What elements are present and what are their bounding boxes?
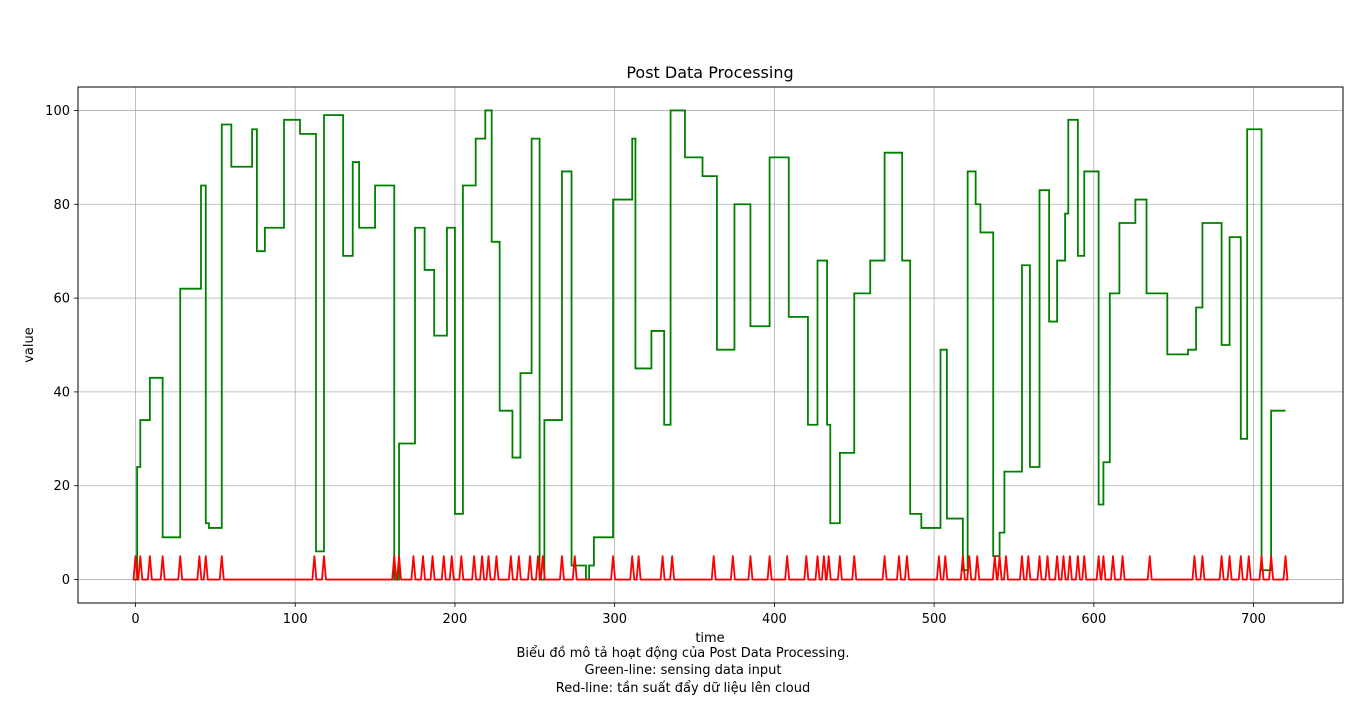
y-tick-label: 100 (45, 104, 70, 119)
ticks: 0 100 200 300 400 500 600 700 0 20 40 60 80 100 (45, 104, 1266, 627)
plot-frame (77, 86, 1344, 604)
series-line-sensing-data-input (135, 109, 1286, 581)
x-axis-label: time (695, 631, 724, 646)
x-tick-label: 0 (131, 612, 139, 627)
x-tick-label: 600 (1081, 612, 1106, 627)
y-tick-label: 40 (53, 385, 70, 400)
x-tick-label: 400 (762, 612, 787, 627)
series-layer (132, 109, 1289, 581)
caption-line-2: Green-line: sensing data input (584, 663, 782, 678)
x-tick-label: 200 (443, 612, 468, 627)
series-line-cloud-push-frequency (132, 555, 1289, 581)
x-tick-label: 500 (922, 612, 947, 627)
y-tick-label: 20 (53, 479, 70, 494)
x-tick-label: 300 (602, 612, 627, 627)
x-tick-label: 100 (283, 612, 308, 627)
caption-line-1: Biểu đồ mô tả hoạt động của Post Data Pr… (516, 646, 850, 661)
x-tick-label: 700 (1241, 612, 1266, 627)
y-tick-label: 60 (53, 292, 70, 307)
y-axis-label: value (22, 327, 37, 363)
grid (78, 87, 1343, 603)
y-tick-label: 80 (53, 198, 70, 213)
caption-line-3: Red-line: tần suất đẩy dữ liệu lên cloud (555, 681, 811, 696)
y-tick-label: 0 (62, 573, 70, 588)
chart-title: Post Data Processing (626, 63, 793, 82)
